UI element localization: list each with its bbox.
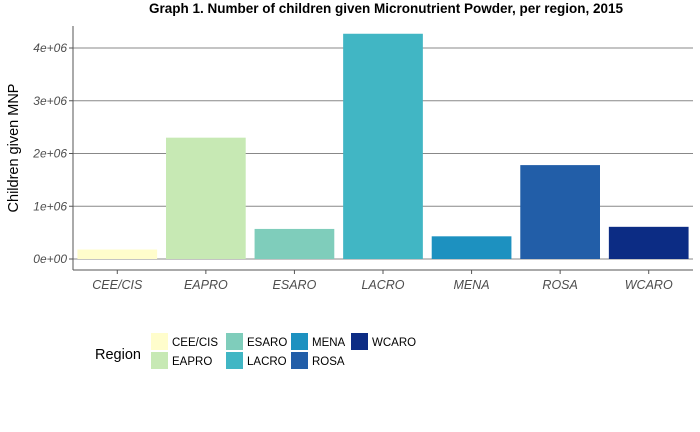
bar-cee-cis xyxy=(77,249,158,259)
y-tick-label: 1e+06 xyxy=(33,199,67,213)
x-tick-label: ESARO xyxy=(273,278,317,292)
bar-rosa xyxy=(520,165,600,259)
x-tick-label: CEE/CIS xyxy=(92,278,143,292)
bar-esaro xyxy=(254,228,335,259)
bars xyxy=(77,33,689,259)
bar-wcaro xyxy=(608,226,689,259)
legend-swatch xyxy=(151,352,168,369)
bar-mena xyxy=(431,236,512,259)
x-axis: CEE/CIS EAPRO ESARO LACRO MENA ROSA WCARO xyxy=(73,269,693,292)
y-tick-label: 2e+06 xyxy=(32,147,67,161)
legend-label: MENA xyxy=(312,337,346,349)
x-tick-label: ROSA xyxy=(542,278,577,292)
legend-swatch xyxy=(226,333,243,350)
legend-swatch xyxy=(291,333,308,350)
legend-swatch xyxy=(226,352,243,369)
legend: Region CEE/CIS EAPRO ESARO LACRO MENA ROSA WCA… xyxy=(95,333,416,369)
y-axis: 0e+00 1e+06 2e+06 3e+06 4e+06 xyxy=(32,26,74,270)
x-tick-label: WCARO xyxy=(625,278,673,292)
bar-lacro xyxy=(343,33,423,259)
legend-swatch xyxy=(351,333,368,350)
legend-title: Region xyxy=(95,347,141,363)
legend-swatch xyxy=(151,333,168,350)
y-tick-label: 3e+06 xyxy=(33,94,67,108)
bar-eapro xyxy=(166,137,246,259)
y-axis-label: Children given MNP xyxy=(6,84,22,213)
legend-label: ROSA xyxy=(312,356,345,368)
chart-title: Graph 1. Number of children given Micron… xyxy=(149,1,624,16)
y-tick-label: 4e+06 xyxy=(33,41,67,55)
legend-label: LACRO xyxy=(247,356,287,368)
x-tick-label: MENA xyxy=(454,278,490,292)
legend-label: ESARO xyxy=(247,337,287,349)
legend-label: EAPRO xyxy=(172,356,212,368)
y-tick-label: 0e+00 xyxy=(33,252,67,266)
x-tick-label: LACRO xyxy=(361,278,404,292)
x-tick-label: EAPRO xyxy=(184,278,228,292)
legend-swatch xyxy=(291,352,308,369)
legend-label: CEE/CIS xyxy=(172,337,218,349)
legend-label: WCARO xyxy=(372,337,416,349)
